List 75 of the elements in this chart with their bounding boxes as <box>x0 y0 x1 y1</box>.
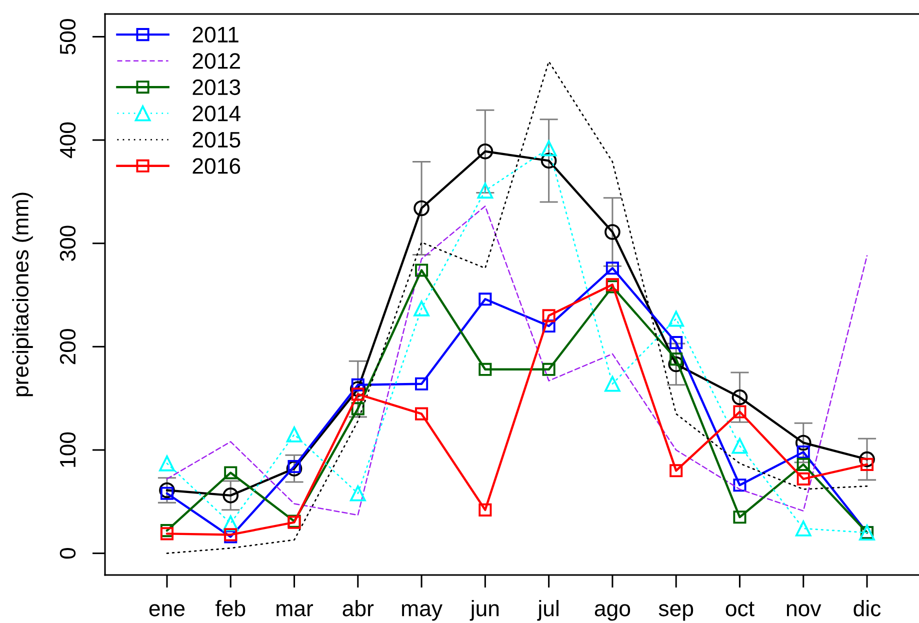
x-tick-label: nov <box>786 604 822 616</box>
point <box>351 388 364 401</box>
point <box>286 426 302 442</box>
point <box>477 182 494 199</box>
point <box>668 356 684 372</box>
x-tick-label: mar <box>276 604 314 616</box>
point <box>288 460 301 474</box>
y-axis-title: precipitaciones (mm) <box>12 192 33 396</box>
point <box>859 451 875 468</box>
point <box>733 510 746 524</box>
point <box>604 376 620 392</box>
y-tick-label: 400 <box>60 122 76 158</box>
point <box>604 224 620 240</box>
point <box>414 300 430 316</box>
x-tick-label: dic <box>854 600 881 616</box>
point <box>415 407 428 420</box>
point <box>159 456 175 472</box>
x-tick-label: jul <box>537 600 558 621</box>
x-tick-label: may <box>402 604 442 621</box>
point <box>415 377 428 390</box>
point <box>478 362 492 376</box>
point <box>668 310 684 327</box>
legend-label: 2016 <box>192 158 240 174</box>
point <box>160 486 174 500</box>
point <box>606 262 619 275</box>
point <box>351 402 364 416</box>
point <box>159 482 175 498</box>
y-tick-label: 100 <box>60 432 76 467</box>
point <box>542 309 556 322</box>
point <box>860 458 874 471</box>
x-tick-label: jun <box>470 600 499 621</box>
x-tick-label: oct <box>726 602 754 616</box>
legend-label: 2011 <box>192 26 238 43</box>
point <box>670 336 683 350</box>
point <box>286 460 302 477</box>
point <box>224 466 238 480</box>
x-tick-label: sep <box>658 604 694 621</box>
point <box>795 434 812 451</box>
point <box>732 438 748 454</box>
point <box>414 200 430 216</box>
x-tick-label: abr <box>342 600 374 616</box>
y-tick-label: 0 <box>60 548 76 559</box>
point <box>670 464 683 478</box>
point <box>796 458 810 471</box>
point <box>477 143 494 160</box>
legend-label: 2012 <box>192 53 240 69</box>
point <box>540 152 557 169</box>
point <box>733 405 746 418</box>
point <box>478 503 492 516</box>
point <box>542 319 556 333</box>
legend-label: 2014 <box>192 106 240 122</box>
legend-label: 2015 <box>192 132 240 148</box>
point <box>351 378 364 392</box>
line-series <box>166 206 868 516</box>
point <box>350 485 366 502</box>
y-tick-label: 200 <box>60 329 76 364</box>
x-tick-label: ago <box>594 604 630 621</box>
legend-label: 2013 <box>192 79 240 96</box>
y-tick-label: 500 <box>60 19 76 54</box>
y-tick-label: 300 <box>60 226 76 262</box>
point <box>733 478 746 492</box>
x-tick-label: feb <box>215 600 246 616</box>
point <box>222 515 239 532</box>
point <box>670 352 683 366</box>
point <box>542 362 556 376</box>
x-tick-label: ene <box>149 604 185 616</box>
point <box>160 527 174 540</box>
point <box>222 488 239 504</box>
point <box>732 389 748 406</box>
point <box>796 472 810 486</box>
point <box>540 140 557 156</box>
point <box>415 264 428 277</box>
point <box>478 292 492 306</box>
point <box>796 446 810 459</box>
point <box>795 520 812 536</box>
